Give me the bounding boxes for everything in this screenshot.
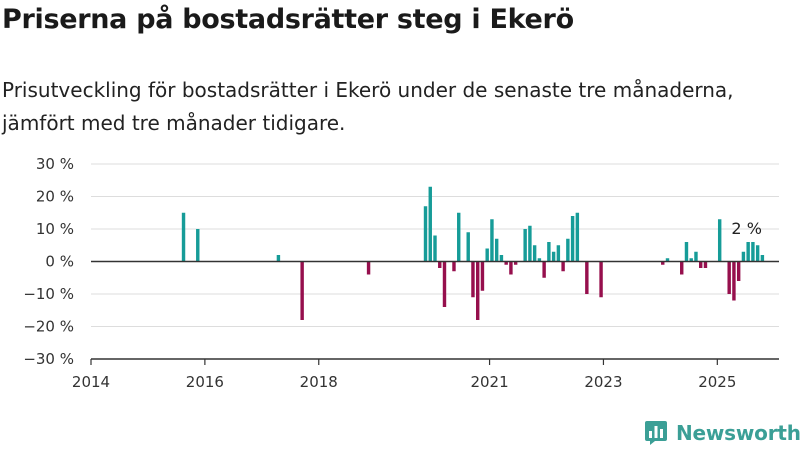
bar — [504, 261, 508, 265]
bar — [528, 225, 532, 262]
y-tick-label: 30 % — [36, 155, 74, 173]
bar — [438, 261, 442, 268]
bar — [366, 261, 371, 275]
bar — [661, 261, 665, 265]
bar — [537, 258, 542, 262]
x-tick-label: 2023 — [584, 373, 622, 391]
bar — [746, 242, 750, 262]
bar — [717, 219, 722, 262]
y-tick-label: −30 % — [23, 350, 74, 368]
bar — [181, 212, 186, 262]
bar — [760, 255, 765, 262]
bar — [509, 261, 513, 275]
y-tick-label: 10 % — [36, 220, 74, 238]
y-tick-label: −10 % — [23, 285, 74, 303]
bar — [513, 261, 518, 265]
bar — [741, 251, 746, 262]
bar — [532, 245, 537, 262]
bar — [689, 258, 693, 262]
bar — [732, 261, 736, 301]
bar — [599, 261, 603, 298]
bar — [703, 261, 708, 268]
chart-title: Priserna på bostadsrätter steg i Ekerö — [2, 4, 574, 35]
bar — [751, 242, 755, 262]
newsworthy-logo-icon — [645, 421, 667, 445]
bar-annotation: 2 % — [731, 219, 761, 238]
y-tick-label: 20 % — [36, 188, 74, 206]
bar — [523, 229, 527, 262]
bar — [556, 245, 561, 262]
bar — [452, 261, 456, 272]
bar — [551, 251, 556, 262]
bar — [476, 261, 480, 320]
bar — [694, 251, 698, 262]
bar-chart: 30 %20 %10 %0 %−10 %−20 %−30 % 2014 2016 2… — [23, 155, 779, 391]
bar — [727, 261, 731, 294]
bar — [428, 186, 432, 262]
bar — [755, 245, 760, 262]
bar — [485, 248, 489, 262]
x-tick-label: 2018 — [300, 373, 338, 391]
bar — [684, 242, 689, 262]
bar — [566, 238, 570, 262]
chart-subtitle: Prisutveckling för bostadsrätter i Ekerö… — [2, 78, 734, 135]
bar — [499, 255, 504, 262]
bar — [457, 212, 461, 262]
bar — [570, 216, 575, 262]
bar — [480, 261, 485, 291]
bar — [433, 235, 437, 262]
bar — [276, 255, 281, 262]
bar — [471, 261, 475, 298]
bars — [181, 186, 765, 320]
annotations: 2 % — [731, 219, 761, 238]
brand-logo[interactable]: Newsworthy — [644, 419, 800, 447]
bar — [575, 212, 580, 262]
bar — [665, 258, 670, 262]
bar — [466, 232, 470, 262]
bar — [561, 261, 565, 272]
bar — [680, 261, 684, 275]
y-tick-label: −20 % — [23, 318, 74, 336]
bar — [442, 261, 447, 307]
bar — [196, 229, 200, 262]
bar — [494, 238, 499, 262]
y-tick-label: 0 % — [45, 253, 74, 271]
bar — [547, 242, 551, 262]
bar — [736, 261, 741, 281]
bar — [423, 206, 428, 262]
x-tick-label: 2025 — [698, 373, 736, 391]
x-tick-label: 2021 — [470, 373, 508, 391]
bar — [490, 219, 494, 262]
gridlines — [91, 163, 779, 327]
bar — [699, 261, 703, 268]
bar — [542, 261, 546, 278]
x-tick-label: 2016 — [186, 373, 224, 391]
brand-name: Newsworthy — [676, 421, 800, 445]
x-axis-labels: 2014 2016 2018 2021 2023 2025 — [72, 359, 736, 391]
bar — [585, 261, 589, 294]
bar — [300, 261, 304, 320]
y-axis-labels: 30 % 20 % 10 % 0 % −10 % −20 % −30 % — [23, 155, 74, 368]
x-tick-label: 2014 — [72, 373, 110, 391]
